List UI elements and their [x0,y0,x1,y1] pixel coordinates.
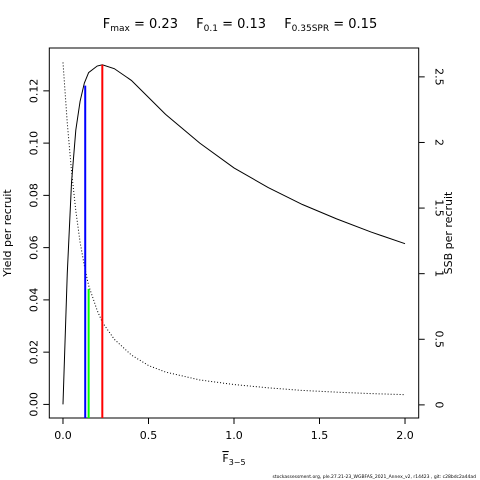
y-tick-label: 0.06 [27,235,40,259]
title-subscript: 0.1 [204,24,218,34]
title-symbol: F [196,17,203,32]
y-tick-label: 0.10 [27,131,40,156]
y2-tick-label: 1 [433,270,446,277]
title-symbol: F [284,17,291,32]
plot-box [48,47,420,419]
y2-axis-label: SSB per recruit [442,191,455,274]
x-tick-label: 1.0 [225,429,243,442]
title-rest: = 0.13 [218,17,266,32]
title-symbol: F [103,17,110,32]
y-tick-label: 0.12 [27,79,40,104]
series-line [62,64,406,405]
x-tick-label: 0.5 [140,429,158,442]
chart-title: Fmax = 0.23 F0.1 = 0.13 F0.35SPR = 0.15 [103,17,377,34]
series-line [62,62,406,396]
title-rest: = 0.15 [329,17,377,32]
y2-tick-label: 2 [433,139,446,146]
y-axis-label: Yield per recruit [1,189,14,278]
y2-tick-label: 2.5 [433,68,446,86]
x-label-subscript: 3−5 [229,458,246,467]
x-axis-label: F3−5 [222,452,245,467]
footer: stockassessment.org, ple.27.21-23_WGBFAS… [273,474,477,480]
title-subscript: max [110,24,130,34]
title-subscript: 0.35SPR [292,24,329,34]
x-label-symbol: F [222,452,228,465]
y2-tick-label: 0 [433,401,446,408]
title-rest: = 0.23 [130,17,178,32]
y2-tick-label: 1.5 [433,199,446,217]
x-tick-label: 2.0 [396,429,414,442]
y-tick-label: 0.00 [27,392,40,417]
y-tick-label: 0.02 [27,340,40,365]
x-tick-label: 1.5 [311,429,329,442]
x-tick-label: 0.0 [54,429,72,442]
y-tick-label: 0.08 [27,183,40,208]
y2-tick-label: 0.5 [433,331,446,349]
y-tick-label: 0.04 [27,288,40,313]
